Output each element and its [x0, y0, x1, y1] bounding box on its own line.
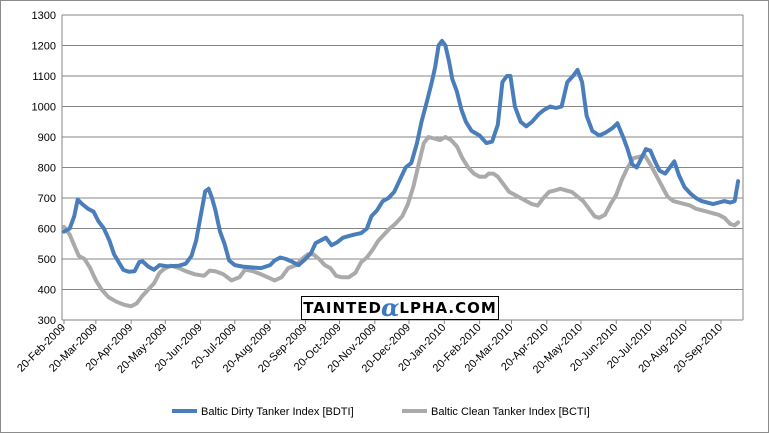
y-tick-label: 900 [38, 132, 56, 144]
grid-lines [62, 14, 743, 321]
y-tick-label: 400 [38, 285, 56, 297]
y-tick-label: 1200 [32, 41, 56, 53]
watermark-suffix: LPHA.COM [399, 299, 497, 317]
y-tick-label: 600 [38, 224, 56, 236]
y-tick-label: 1300 [32, 10, 56, 22]
watermark-alpha: α [380, 293, 401, 322]
legend: Baltic Dirty Tanker Index [BDTI] Baltic … [172, 406, 590, 418]
series-line-bdti [62, 38, 741, 274]
watermark-prefix: TAINTED [303, 299, 382, 317]
series-layer [62, 38, 741, 309]
y-tick-label: 1100 [32, 71, 56, 83]
y-tick-label: 500 [38, 254, 56, 266]
axes [61, 15, 744, 324]
series-line-bcti [62, 135, 741, 309]
legend-item-bdti: Baltic Dirty Tanker Index [BDTI] [172, 406, 354, 418]
y-tick-label: 1000 [32, 102, 56, 114]
y-tick-label: 800 [38, 163, 56, 175]
legend-label-bdti: Baltic Dirty Tanker Index [BDTI] [201, 406, 354, 418]
y-tick-label: 700 [38, 193, 56, 205]
watermark-logo: TAINTED α LPHA.COM [301, 296, 499, 320]
legend-item-bcti: Baltic Clean Tanker Index [BCTI] [402, 406, 590, 418]
y-axis-tick-labels: 300 400 500 600 700 800 900 1000 1100 1200 1300 [32, 10, 56, 327]
y-tick-label: 300 [38, 315, 56, 327]
legend-label-bcti: Baltic Clean Tanker Index [BCTI] [431, 406, 590, 418]
x-axis-tick-labels: 20-Feb-200920-Mar-200920-Apr-200920-May-… [15, 322, 725, 376]
